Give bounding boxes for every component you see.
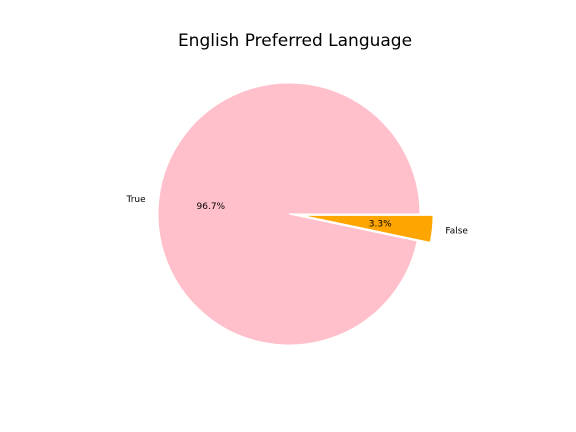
pie-slice-false [301, 214, 434, 243]
pie-slices: 96.7% True 3.3% False [126, 82, 468, 346]
slice-label-false: False [445, 226, 468, 236]
chart-title: English Preferred Language [178, 31, 412, 51]
pie-slice-true [157, 82, 421, 346]
pct-label-false: 3.3% [369, 219, 392, 229]
pct-label-true: 96.7% [197, 202, 226, 212]
slice-label-true: True [126, 195, 147, 205]
